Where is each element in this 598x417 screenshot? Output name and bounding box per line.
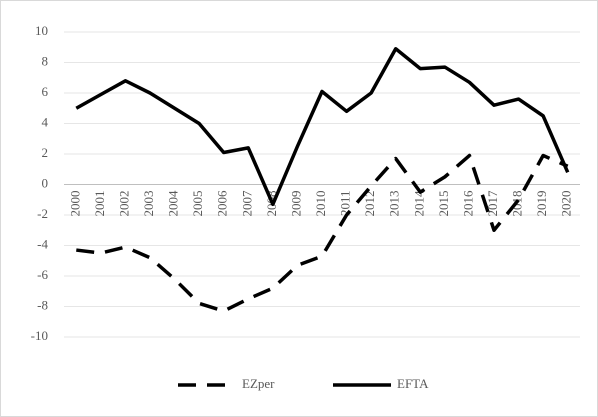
x-tick-label: 2013: [387, 191, 402, 217]
x-tick-label: 2005: [190, 191, 205, 217]
x-tick-label: 2015: [436, 191, 451, 217]
y-tick-label: -10: [31, 328, 48, 343]
legend-label: EZper: [242, 376, 275, 391]
x-tick-label: 2016: [460, 190, 475, 217]
y-tick-label: 10: [35, 23, 48, 38]
x-tick-label: 2017: [485, 190, 500, 217]
x-tick-label: 2007: [239, 190, 254, 217]
y-tick-label: 4: [42, 114, 49, 129]
x-tick-label: 2002: [116, 191, 131, 217]
x-tick-label: 2001: [92, 191, 107, 217]
x-tick-label: 2012: [362, 191, 377, 217]
y-tick-label: -4: [37, 236, 48, 251]
y-tick-label: 0: [42, 175, 49, 190]
x-tick-label: 2019: [534, 191, 549, 217]
x-tick-label: 2004: [166, 190, 181, 217]
y-tick-label: 6: [42, 84, 49, 99]
x-tick-label: 2011: [338, 191, 353, 217]
x-tick-label: 2014: [411, 190, 426, 217]
y-tick-label: -2: [37, 206, 48, 221]
y-tick-label: 8: [42, 53, 49, 68]
y-tick-label: -8: [37, 297, 48, 312]
legend-label: EFTA: [397, 376, 429, 391]
series-line: [76, 153, 569, 313]
x-tick-label: 2020: [559, 191, 574, 217]
x-tick-label: 2003: [141, 191, 156, 217]
series-line: [75, 47, 570, 207]
y-tick-label: 2: [42, 145, 49, 160]
y-tick-label: -6: [37, 267, 48, 282]
x-tick-label: 2006: [215, 190, 230, 217]
x-tick-label: 2000: [67, 191, 82, 217]
x-tick-label: 2009: [288, 191, 303, 217]
x-tick-label: 2010: [313, 191, 328, 217]
